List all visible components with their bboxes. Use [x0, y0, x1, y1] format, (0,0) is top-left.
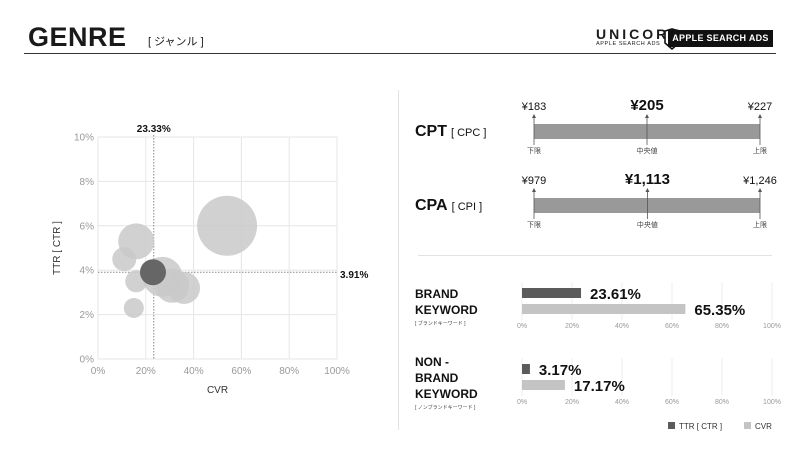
scatter-grid	[97, 136, 338, 360]
x-tick-label: 0%	[91, 366, 106, 377]
legend-label: TTR [ CTR ]	[679, 422, 722, 431]
x-tick-label: 100%	[324, 366, 350, 377]
bar-value-label: 3.17%	[539, 362, 582, 379]
x-tick-label: 60%	[231, 366, 251, 377]
genre-bubble	[112, 247, 137, 272]
range-title: CPA [ CPI ]	[415, 197, 482, 214]
bar-tick-label: 0%	[517, 323, 527, 330]
keyword-bar-chart: NON - BRAND KEYWORD [ ノンブランドキーワード ] 0% 20% 40%…	[415, 355, 781, 411]
range-arrow-max	[758, 114, 762, 118]
product-badge: APPLE SEARCH ADS	[668, 30, 773, 47]
cvr-median-label: 23.33%	[137, 124, 171, 135]
page-subtitle: [ ジャンル ]	[148, 36, 204, 48]
range-value-median: ¥1,113	[625, 171, 670, 188]
range-arrow-max	[758, 188, 762, 192]
bar-tick-label: 40%	[615, 399, 629, 406]
logo-subtext: APPLE SEARCH ADS	[596, 41, 661, 47]
bar-tick-label: 60%	[665, 399, 679, 406]
scatter-chart: 23.33% 3.91% 0% 20% 40% 60% 80% 100% 0% 2% 4% 6% 8%…	[52, 124, 368, 397]
range-charts: CPT [ CPC ] ¥183 下限 ¥205 中央値 ¥227 上限 CPA [ CPI ] ¥…	[415, 97, 777, 229]
bar-tick-label: 0%	[517, 399, 527, 406]
bubble-series	[112, 195, 258, 318]
range-title-sub: [ CPC ]	[451, 127, 486, 139]
chart-legend: TTR [ CTR ] CVR	[668, 422, 772, 431]
x-tick-label: 80%	[279, 366, 299, 377]
y-tick-label: 6%	[80, 221, 95, 232]
range-chart-cpa: CPA [ CPI ] ¥979 下限 ¥1,113 中央値 ¥1,246 上限	[415, 171, 777, 229]
keyword-note: [ ノンブランドキーワード ]	[415, 404, 476, 411]
x-axis-label: CVR	[207, 385, 228, 396]
range-chart-cpt: CPT [ CPC ] ¥183 下限 ¥205 中央値 ¥227 上限	[415, 97, 772, 155]
range-arrow-min	[532, 188, 536, 192]
range-value-max: ¥1,246	[742, 175, 777, 187]
bar-tick-label: 80%	[715, 323, 729, 330]
range-bar	[534, 198, 760, 213]
legend-label: CVR	[755, 422, 772, 431]
range-tag-max: 上限	[753, 220, 767, 229]
bar-tick-label: 40%	[615, 323, 629, 330]
range-arrow-median	[645, 114, 649, 118]
keyword-bar-chart: BRAND KEYWORD [ ブランドキーワード ] 0% 20% 40% 60% 80% 1…	[415, 282, 781, 330]
header-divider	[24, 53, 776, 54]
metrics-panel: CPT [ CPC ] ¥183 下限 ¥205 中央値 ¥227 上限 CPA [ CPI ] ¥…	[415, 97, 781, 431]
y-tick-label: 10%	[74, 133, 94, 144]
column-divider	[398, 90, 399, 430]
selected-genre-bubble	[139, 259, 166, 286]
bar-tick-label: 80%	[715, 399, 729, 406]
range-value-median: ¥205	[630, 97, 663, 114]
y-axis-label: TTR [ CTR ]	[52, 221, 63, 275]
scatter-axes: 0% 20% 40% 60% 80% 100% 0% 2% 4% 6% 8% 10% CVR TTR [ …	[52, 133, 350, 397]
bar-tick-label: 100%	[763, 323, 781, 330]
range-tag-median: 中央値	[637, 146, 658, 155]
keyword-title-line: BRAND	[415, 287, 459, 301]
range-arrow-min	[532, 114, 536, 118]
bar-value-label: 23.61%	[590, 286, 641, 303]
keyword-title-line: NON -	[415, 355, 449, 369]
page-title: GENRE	[28, 22, 127, 52]
range-arrow-median	[645, 188, 650, 192]
range-title-main: CPT	[415, 123, 447, 140]
bar-tick-label: 60%	[665, 323, 679, 330]
range-title: CPT [ CPC ]	[415, 123, 486, 140]
range-title-main: CPA	[415, 197, 448, 214]
range-tag-min: 下限	[527, 146, 541, 155]
keyword-note: [ ブランドキーワード ]	[415, 320, 466, 327]
legend-swatch	[668, 422, 675, 429]
section-divider	[418, 255, 772, 256]
keyword-bar-charts: BRAND KEYWORD [ ブランドキーワード ] 0% 20% 40% 60% 80% 1…	[415, 282, 781, 411]
bar-value-label: 17.17%	[574, 378, 625, 395]
keyword-title-line: KEYWORD	[415, 303, 478, 317]
y-tick-label: 0%	[80, 355, 95, 366]
range-value-min: ¥183	[521, 101, 546, 113]
bar-tick-label: 100%	[763, 399, 781, 406]
range-tag-max: 上限	[753, 146, 767, 155]
range-value-max: ¥227	[747, 101, 772, 113]
bar-ttr	[522, 364, 530, 374]
genre-bubble	[123, 297, 144, 318]
genre-bubble	[168, 271, 201, 304]
range-title-sub: [ CPI ]	[452, 201, 483, 213]
bar-tick-label: 20%	[565, 399, 579, 406]
bar-cvr	[522, 304, 686, 314]
bar-tick-label: 20%	[565, 323, 579, 330]
x-tick-label: 40%	[184, 366, 204, 377]
keyword-title-line: BRAND	[415, 371, 459, 385]
legend-swatch	[744, 422, 751, 429]
y-tick-label: 2%	[80, 310, 95, 321]
bar-value-label: 65.35%	[694, 302, 745, 319]
y-tick-label: 4%	[80, 266, 95, 277]
range-value-min: ¥979	[521, 175, 546, 187]
x-tick-label: 20%	[136, 366, 156, 377]
genre-bubble	[197, 195, 258, 256]
range-tag-min: 下限	[527, 220, 541, 229]
y-tick-label: 8%	[80, 177, 95, 188]
bar-ttr	[522, 288, 582, 298]
logo-wordmark: UNICORN	[596, 26, 683, 42]
range-tag-median: 中央値	[637, 220, 658, 229]
bar-cvr	[522, 380, 565, 390]
keyword-title-line: KEYWORD	[415, 387, 478, 401]
ttr-median-label: 3.91%	[340, 270, 368, 281]
